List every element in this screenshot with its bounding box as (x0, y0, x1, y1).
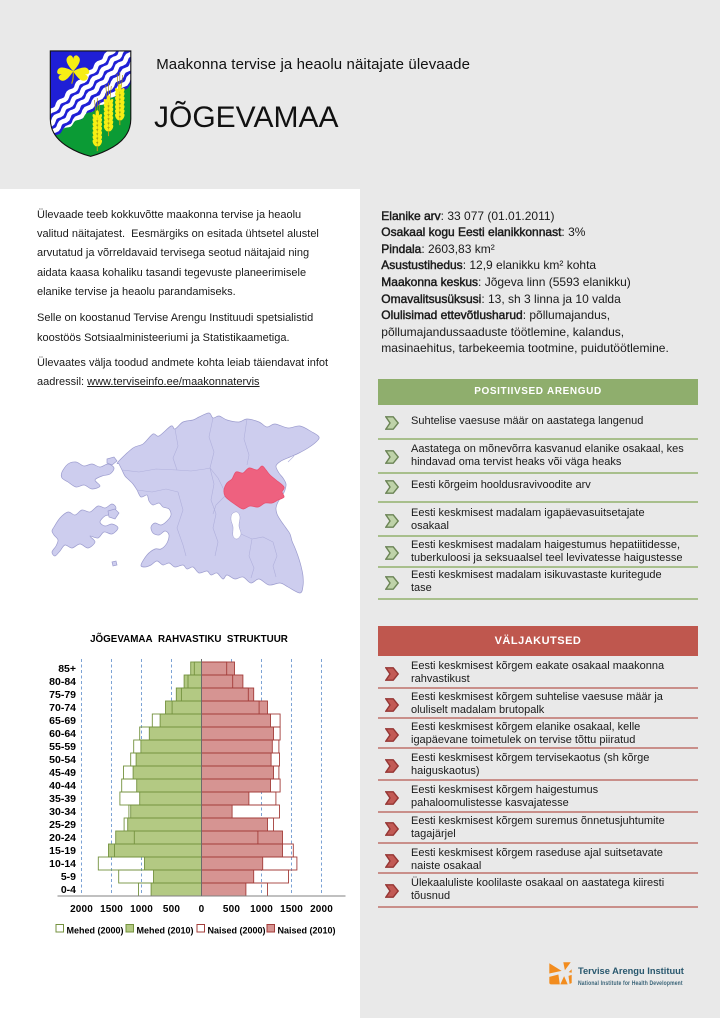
svg-text:500: 500 (163, 904, 180, 915)
svg-text:1000: 1000 (130, 904, 153, 915)
svg-text:80-84: 80-84 (49, 676, 76, 688)
svg-text:25-29: 25-29 (49, 819, 76, 831)
svg-text:85+: 85+ (58, 663, 76, 675)
svg-text:500: 500 (223, 904, 240, 915)
svg-text:35-39: 35-39 (49, 793, 76, 805)
svg-text:5-9: 5-9 (61, 871, 76, 883)
svg-text:Naised (2000): Naised (2000) (208, 926, 266, 936)
svg-text:20-24: 20-24 (49, 832, 76, 844)
svg-text:65-69: 65-69 (49, 715, 76, 727)
svg-text:2000: 2000 (310, 904, 333, 915)
svg-text:40-44: 40-44 (49, 780, 76, 792)
svg-text:1000: 1000 (250, 904, 273, 915)
svg-text:1500: 1500 (100, 904, 123, 915)
svg-text:50-54: 50-54 (49, 754, 76, 766)
svg-text:2000: 2000 (70, 904, 93, 915)
svg-text:1500: 1500 (280, 904, 303, 915)
svg-text:70-74: 70-74 (49, 702, 76, 714)
svg-text:10-14: 10-14 (49, 858, 76, 870)
svg-text:60-64: 60-64 (49, 728, 76, 740)
svg-text:15-19: 15-19 (49, 845, 76, 857)
svg-text:45-49: 45-49 (49, 767, 76, 779)
svg-text:55-59: 55-59 (49, 741, 76, 753)
svg-text:Mehed (2010): Mehed (2010) (137, 926, 194, 936)
svg-text:0: 0 (199, 904, 205, 915)
svg-text:75-79: 75-79 (49, 689, 76, 701)
svg-text:30-34: 30-34 (49, 806, 76, 818)
svg-text:Naised (2010): Naised (2010) (278, 926, 336, 936)
svg-text:Mehed (2000): Mehed (2000) (67, 926, 124, 936)
svg-text:0-4: 0-4 (61, 884, 76, 896)
